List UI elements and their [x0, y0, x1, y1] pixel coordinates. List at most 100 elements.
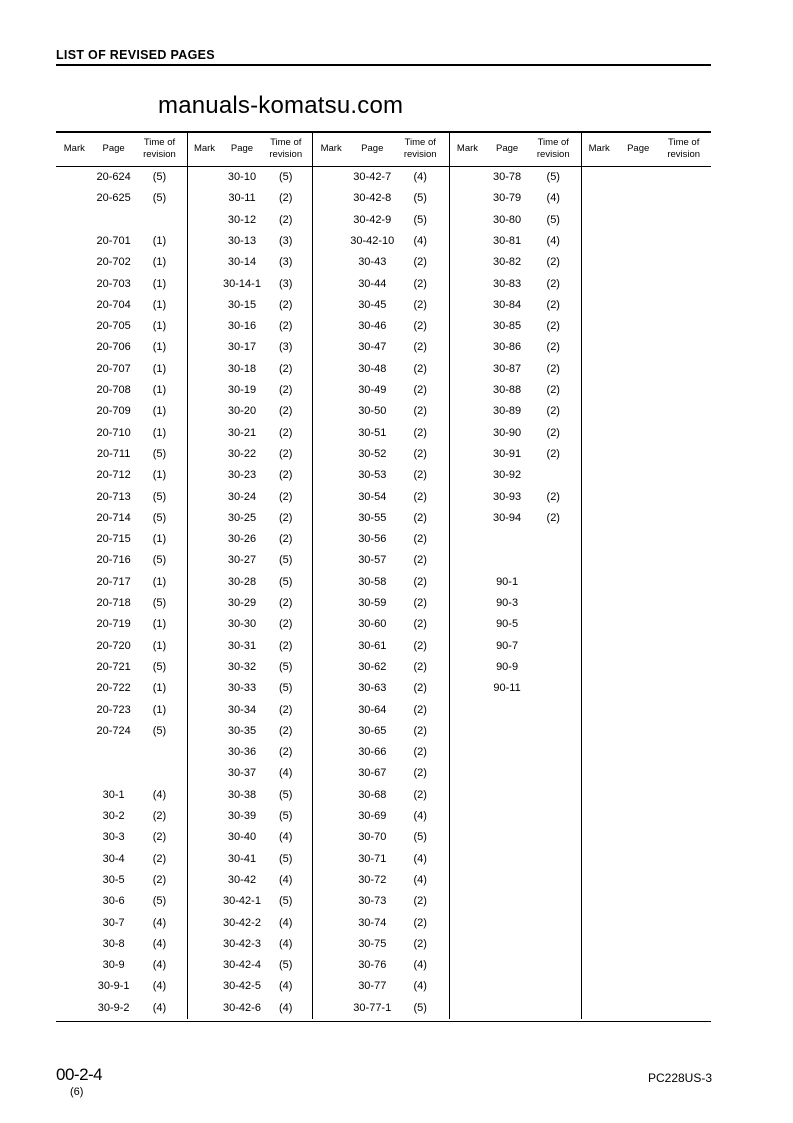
- page-cell: 30-5: [102, 873, 125, 886]
- header-mark: Mark: [588, 143, 610, 154]
- revision-cell: (1): [152, 703, 167, 716]
- header-time-of: Time of: [537, 137, 569, 148]
- page-cell: 20-716: [96, 554, 131, 567]
- revision-cell: (4): [413, 959, 427, 972]
- revision-cell: (4): [413, 852, 427, 865]
- page-cell: 30-48: [358, 362, 387, 375]
- column-group: Mark Page Time of revision 30-42-7 (4) 30-42-8…: [312, 133, 449, 1019]
- revision-cell: (5): [279, 959, 293, 972]
- page-cell: 20-710: [96, 426, 131, 439]
- page-cell: 30-69: [358, 810, 387, 822]
- revision-cell: (5): [279, 575, 293, 588]
- page-cell: 30-42-3: [223, 937, 261, 950]
- revision-cell: (2): [279, 511, 293, 524]
- column-group: Mark Page Time of revision 30-10 (5) 30-11 (2) 3…: [187, 133, 312, 1019]
- revision-cell: (2): [279, 426, 293, 439]
- page-cell: 30-45: [358, 298, 387, 311]
- page-cell: 30-36: [227, 746, 257, 759]
- header-page: Page: [102, 143, 125, 154]
- page-cell: 20-705: [96, 320, 131, 333]
- revision-cell: (1): [152, 384, 167, 396]
- revision-cell: (4): [546, 192, 560, 205]
- page-cell: 30-52: [358, 447, 387, 460]
- page-cell: 30-20: [227, 405, 257, 418]
- revision-cell: (2): [546, 447, 560, 460]
- revision-cell: (1): [152, 405, 167, 418]
- revision-cell: (2): [413, 767, 427, 780]
- header-revision: revision: [269, 149, 303, 160]
- page-cell: 30-1: [102, 788, 125, 801]
- revision-cell: (2): [413, 682, 427, 695]
- revision-cell: (1): [152, 682, 167, 695]
- page-cell: 30-62: [358, 660, 387, 673]
- revision-cell: (2): [279, 362, 293, 375]
- page-cell: 30-26: [227, 533, 257, 546]
- page-cell: 30-32: [227, 660, 257, 673]
- page-cell: 30-74: [358, 916, 387, 929]
- page-cell: 30-88: [493, 384, 522, 396]
- page-cell: 30-70: [358, 831, 387, 844]
- revision-cell: (5): [152, 511, 167, 524]
- page-cell: 30-40: [227, 831, 257, 844]
- revision-cell: (2): [546, 320, 560, 333]
- revision-cell: (5): [413, 831, 427, 844]
- revision-cell: (1): [152, 639, 167, 652]
- revision-cell: (5): [546, 213, 560, 226]
- page-cell: 20-624: [96, 171, 131, 183]
- revision-cell: (2): [546, 298, 560, 311]
- page-cell: 30-29: [227, 597, 257, 609]
- revision-cell: (4): [279, 831, 293, 844]
- revision-cell: (4): [152, 1001, 167, 1014]
- page-cell: 30-31: [227, 639, 257, 652]
- revision-cell: (2): [413, 384, 427, 396]
- revision-cell: (1): [152, 341, 167, 354]
- column-divider: [312, 133, 313, 1019]
- page-cell: 30-54: [358, 490, 387, 503]
- page-cell: 30-10: [227, 171, 257, 183]
- page-cell: 20-625: [96, 192, 131, 205]
- page-cell: 30-23: [227, 469, 257, 482]
- page-cell: 30-12: [227, 213, 257, 226]
- revision-cell: (2): [413, 724, 427, 737]
- column-group: Mark Page Time of revision 20-624 (5) 20-625 (5…: [56, 133, 187, 1019]
- revision-cell: (5): [152, 554, 167, 567]
- page-cell: 30-42-1: [223, 895, 261, 908]
- page-cell: 30-7: [102, 916, 125, 929]
- revision-cell: (3): [279, 277, 293, 290]
- page-cell: 30-21: [227, 426, 257, 439]
- revision-cell: (2): [413, 660, 427, 673]
- page-cell: 30-66: [358, 746, 387, 759]
- page-cell: 30-39: [227, 810, 257, 822]
- header-rule: [56, 166, 711, 167]
- revision-cell: (1): [152, 234, 167, 247]
- page-cell: 30-15: [227, 298, 257, 311]
- page-cell: 30-14-1: [223, 277, 261, 290]
- column-group: Mark Page Time of revision: [581, 133, 711, 1019]
- page-cell: 30-30: [227, 618, 257, 631]
- page-cell: 30-42-2: [223, 916, 261, 929]
- revision-cell: (2): [279, 746, 293, 759]
- revision-cell: (1): [152, 277, 167, 290]
- revision-cell: (2): [279, 639, 293, 652]
- page-cell: 30-34: [227, 703, 257, 716]
- page-cell: 30-9-2: [97, 1001, 130, 1014]
- page-cell: 30-63: [358, 682, 387, 695]
- revision-cell: (5): [279, 660, 293, 673]
- page-cell: 30-76: [358, 959, 387, 972]
- revision-cell: (2): [152, 831, 167, 844]
- page-cell: 30-82: [493, 256, 522, 269]
- page-cell: 30-9-1: [97, 980, 130, 993]
- page-cell: 90-3: [496, 597, 519, 609]
- revision-cell: (2): [413, 746, 427, 759]
- header-page: Page: [361, 143, 384, 154]
- model-name: PC228US-3: [647, 1071, 712, 1085]
- page-cell: 20-709: [96, 405, 131, 418]
- revision-cell: (4): [413, 171, 427, 183]
- header-revision: revision: [667, 149, 701, 160]
- header-time-of: Time of: [404, 137, 436, 148]
- revision-cell: (2): [413, 575, 427, 588]
- page-cell: 30-46: [358, 320, 387, 333]
- page-cell: 30-35: [227, 724, 257, 737]
- revision-cell: (2): [413, 277, 427, 290]
- header-time-of: Time of: [143, 137, 176, 148]
